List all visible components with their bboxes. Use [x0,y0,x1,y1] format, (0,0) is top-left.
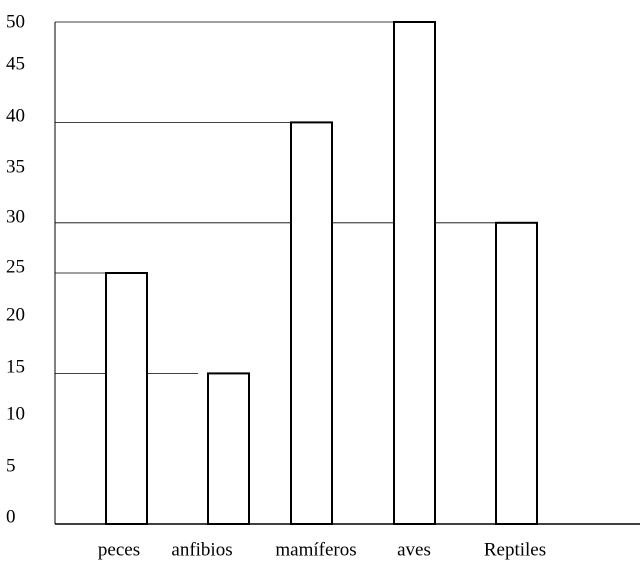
bar-anfibios [207,372,250,525]
y-tick-label: 0 [6,506,16,527]
bars [105,21,538,526]
y-tick-label: 35 [6,156,25,177]
category-label-peces: peces [98,539,140,560]
y-tick-label: 30 [6,206,25,227]
y-tick-label: 25 [6,256,25,277]
category-label-mamíferos: mamíferos [275,539,356,560]
bar-mamíferos [290,121,333,526]
category-label-Reptiles: Reptiles [484,539,546,560]
y-tick-labels: 0 5 10 15 20 25 30 35 40 45 50 [6,11,25,527]
bar-Reptiles [495,221,538,526]
bar-peces [105,272,148,525]
y-tick-label: 45 [6,53,25,74]
category-label-anfibios: anfibios [171,539,232,560]
y-tick-label: 10 [6,403,25,424]
y-tick-label: 50 [6,11,25,32]
category-labels: peces anfibios mamíferos aves Reptiles [98,539,546,560]
y-tick-label: 20 [6,304,25,325]
y-tick-label: 40 [6,105,25,126]
y-tick-label: 15 [6,356,25,377]
y-tick-label: 5 [6,455,16,476]
bar-aves [393,21,436,525]
category-label-aves: aves [397,539,431,560]
